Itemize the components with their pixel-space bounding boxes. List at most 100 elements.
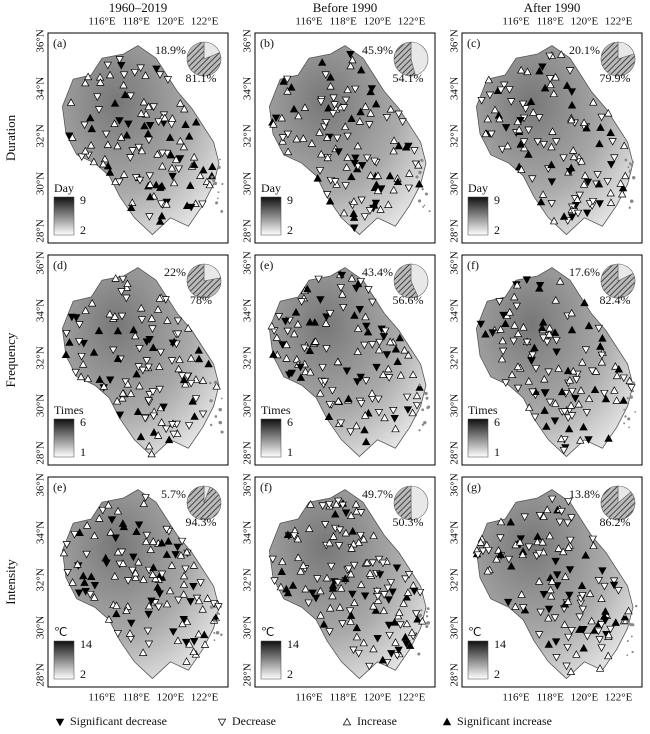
station-symbol <box>149 412 158 421</box>
pie-slice <box>600 485 636 521</box>
station-symbol <box>536 608 545 617</box>
island <box>423 204 426 207</box>
station-symbol <box>481 329 490 338</box>
pie-slice <box>186 263 222 299</box>
station-symbol <box>393 357 402 365</box>
station-symbol <box>603 651 613 660</box>
station-symbol <box>369 601 378 610</box>
station-symbol <box>347 544 356 552</box>
pie-label: 43.4% <box>362 265 393 279</box>
station-symbol <box>371 606 381 614</box>
pie-label: 86.2% <box>600 515 631 529</box>
station-symbol <box>612 371 622 380</box>
station-symbol <box>375 338 384 347</box>
station-symbol <box>566 401 576 409</box>
station-symbol <box>495 114 504 123</box>
station-symbol <box>183 372 192 381</box>
pie-label: 18.9% <box>155 43 186 57</box>
station-symbol <box>601 394 611 403</box>
station-symbol <box>519 138 529 146</box>
station-symbol <box>194 596 204 605</box>
station-symbol <box>413 614 422 623</box>
scale-min: 2 <box>287 223 293 237</box>
station-symbol <box>169 628 178 636</box>
station-symbol <box>149 563 158 571</box>
station-symbol <box>300 344 309 353</box>
station-symbol <box>149 537 158 545</box>
station-symbol <box>89 157 99 166</box>
station-symbol <box>568 387 577 396</box>
station-symbol <box>112 396 122 405</box>
station-symbol <box>574 399 583 408</box>
station-symbol <box>367 389 377 397</box>
station-symbol <box>524 150 533 158</box>
station-symbol <box>180 104 189 113</box>
island <box>425 610 428 613</box>
station-symbol <box>113 506 123 515</box>
island <box>421 188 424 191</box>
station-symbol <box>103 140 113 148</box>
station-symbol <box>307 139 317 147</box>
station-symbol <box>136 64 145 73</box>
station-symbol <box>394 646 403 655</box>
scale-min: 2 <box>494 223 500 237</box>
station-symbol <box>179 615 188 624</box>
station-symbol <box>316 98 326 106</box>
station-symbol <box>369 531 378 540</box>
station-symbol <box>584 436 593 444</box>
station-symbol <box>194 346 203 354</box>
station-symbol <box>379 606 389 615</box>
station-symbol <box>155 71 165 79</box>
station-symbol <box>544 368 553 377</box>
station-symbol <box>505 307 514 316</box>
station-symbol <box>552 571 562 579</box>
station-symbol <box>614 587 623 595</box>
station-symbol <box>403 406 413 414</box>
station-symbol <box>575 191 584 200</box>
station-symbol <box>401 632 410 641</box>
station-symbol <box>473 551 483 559</box>
station-symbol <box>326 603 335 612</box>
station-symbol <box>355 305 364 314</box>
station-symbol <box>596 342 605 350</box>
station-symbol <box>277 567 286 575</box>
pie-label: 49.7% <box>362 487 393 501</box>
station-symbol <box>498 347 508 356</box>
station-symbol <box>547 160 556 169</box>
station-symbol <box>334 542 344 550</box>
station-symbol <box>168 172 177 181</box>
station-symbol <box>496 550 505 559</box>
station-symbol <box>579 422 588 431</box>
island <box>428 210 431 213</box>
station-symbol <box>610 386 619 394</box>
station-symbol <box>389 185 398 194</box>
lat-tick-label: 28°N <box>242 663 254 686</box>
station-symbol <box>107 516 117 524</box>
scale-unit: Day <box>54 181 74 195</box>
station-symbol <box>549 89 558 98</box>
station-symbol <box>600 582 609 591</box>
station-symbol <box>168 339 178 348</box>
station-symbol <box>616 179 625 187</box>
station-symbol <box>414 160 423 169</box>
station-symbol <box>142 531 152 540</box>
station-symbol <box>507 98 516 106</box>
island <box>629 169 631 172</box>
station-symbol <box>597 113 606 122</box>
station-symbol <box>365 121 374 129</box>
station-symbol <box>281 317 290 326</box>
station-symbol <box>341 509 351 517</box>
station-symbol <box>603 178 612 186</box>
island <box>418 429 421 432</box>
station-symbol <box>517 590 526 598</box>
station-symbol <box>151 180 161 189</box>
station-symbol <box>169 178 179 187</box>
station-symbol <box>560 620 569 628</box>
station-symbol <box>336 419 346 428</box>
color-scale <box>467 196 489 236</box>
station-symbol <box>359 534 368 543</box>
station-symbol <box>147 314 156 322</box>
station-symbol <box>559 212 569 220</box>
station-symbol <box>412 391 422 400</box>
station-symbol <box>336 284 346 292</box>
